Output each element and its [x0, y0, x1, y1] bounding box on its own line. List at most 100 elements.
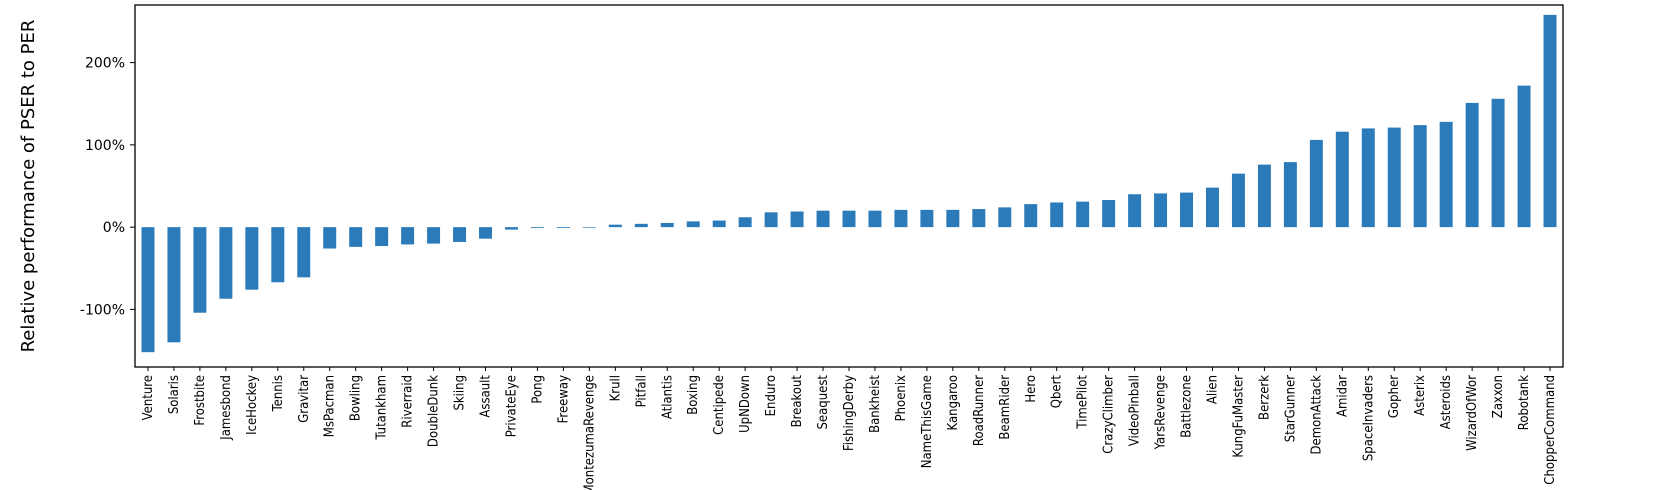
bar-timepilot: [1076, 201, 1090, 228]
bar-demonattack: [1309, 139, 1323, 228]
bar-bankheist: [868, 210, 882, 228]
bar-enduro: [764, 212, 778, 228]
x-tick-label: TimePilot: [1076, 375, 1091, 430]
bar-asteroids: [1439, 121, 1453, 228]
y-axis-title: Relative performance of PSER to PER: [18, 20, 39, 353]
x-tick-label: VideoPinball: [1128, 375, 1143, 446]
x-tick-label: Zaxxon: [1491, 375, 1506, 418]
bar-berzerk: [1257, 164, 1271, 228]
bar-tutankham: [375, 227, 389, 247]
x-tick-label: Venture: [141, 375, 156, 420]
bar-bowling: [349, 227, 363, 247]
x-tick-label: DemonAttack: [1309, 375, 1324, 455]
bar-namethisgame: [920, 209, 934, 228]
x-tick-label: Breakout: [790, 375, 805, 428]
bar-wizardofwor: [1465, 102, 1479, 228]
bar-krull: [608, 224, 622, 228]
x-tick-label: PrivateEye: [504, 375, 519, 437]
x-tick-label: Amidar: [1335, 375, 1350, 417]
x-tick-label: Pitfall: [634, 375, 649, 407]
bar-venture: [141, 227, 155, 353]
x-tick-label: BeamRider: [998, 375, 1013, 440]
x-tick-label: YarsRevenge: [1154, 375, 1169, 450]
bar-choppercommand: [1543, 14, 1557, 228]
x-tick-label: Asterix: [1413, 375, 1428, 416]
bar-atlantis: [660, 223, 674, 228]
y-tick-label: 100%: [85, 138, 125, 154]
x-tick-label: Jamesbond: [219, 375, 234, 441]
x-tick-label: RoadRunner: [972, 375, 987, 446]
bar-freeway: [556, 227, 570, 228]
x-tick-label: Skiing: [453, 375, 468, 411]
x-tick-label: ChopperCommand: [1543, 375, 1558, 485]
bar-pitfall: [634, 223, 648, 228]
y-tick-label: -100%: [80, 302, 125, 318]
bar-pong: [530, 227, 544, 228]
bar-privateeye: [504, 227, 518, 230]
x-tick-label: MontezumaRevenge: [582, 375, 597, 490]
x-tick-label: Solaris: [167, 375, 182, 414]
bar-upndown: [738, 217, 752, 228]
x-tick-label: DoubleDunk: [427, 375, 442, 447]
bar-stargunner: [1283, 162, 1297, 228]
x-tick-label: FishingDerby: [842, 375, 857, 451]
bar-doubledunk: [427, 227, 441, 244]
x-tick-label: Pong: [530, 375, 545, 404]
x-tick-label: Gravitar: [297, 375, 312, 423]
x-tick-label: Bankheist: [868, 375, 883, 433]
x-tick-label: Tennis: [271, 375, 286, 412]
x-tick-label: Centipede: [712, 375, 727, 435]
x-tick-label: CrazyClimber: [1102, 375, 1117, 454]
bar-seaquest: [816, 210, 830, 228]
bar-riverraid: [401, 227, 415, 245]
bar-robotank: [1517, 85, 1531, 228]
x-axis: Venture Solaris Frostbite Jamesbond IceHocke…: [141, 367, 1558, 490]
bar-fishingderby: [842, 210, 856, 228]
bar-gravitar: [297, 227, 311, 278]
x-tick-label: SpaceInvaders: [1361, 375, 1376, 461]
bar-beamrider: [998, 207, 1012, 228]
bar-tennis: [271, 227, 285, 283]
x-tick-label: Asteroids: [1439, 375, 1454, 429]
y-tick-label: 0%: [103, 220, 125, 236]
plot-frame: [134, 4, 1564, 368]
bar-kangaroo: [946, 209, 960, 228]
bars-group: [141, 14, 1557, 353]
x-tick-label: IceHockey: [245, 375, 260, 435]
bar-icehockey: [245, 227, 259, 290]
bar-hero: [1024, 204, 1038, 228]
bar-assault: [479, 227, 492, 239]
bar-boxing: [686, 221, 700, 228]
x-tick-label: StarGunner: [1283, 375, 1298, 442]
x-tick-label: UpNDown: [738, 375, 753, 433]
x-tick-label: Frostbite: [193, 375, 208, 426]
bar-solaris: [167, 227, 181, 343]
x-tick-label: Enduro: [764, 375, 779, 416]
bar-mspacman: [323, 227, 337, 249]
bar-crazyclimber: [1102, 199, 1116, 228]
bar-skiing: [453, 227, 467, 242]
x-tick-label: Riverraid: [401, 375, 416, 428]
x-tick-label: Kangaroo: [946, 375, 961, 430]
bar-gopher: [1387, 127, 1401, 228]
bar-roadrunner: [972, 209, 986, 228]
bar-videopinball: [1128, 194, 1142, 228]
x-tick-label: Alien: [1205, 375, 1220, 404]
bar-breakout: [790, 211, 804, 228]
bar-qbert: [1050, 202, 1064, 228]
x-tick-label: Krull: [608, 375, 623, 401]
bar-battlezone: [1180, 192, 1194, 228]
bar-phoenix: [894, 209, 908, 228]
x-tick-label: Bowling: [349, 375, 364, 421]
x-tick-label: Qbert: [1050, 375, 1065, 409]
x-tick-label: Atlantis: [660, 375, 675, 419]
x-tick-label: Berzerk: [1257, 375, 1272, 420]
x-tick-label: Freeway: [556, 375, 571, 423]
bar-frostbite: [193, 227, 207, 313]
x-tick-label: NameThisGame: [920, 375, 935, 468]
x-tick-label: Seaquest: [816, 375, 831, 430]
bar-alien: [1206, 187, 1219, 228]
x-tick-label: Assault: [479, 375, 494, 418]
bar-montezumarevenge: [582, 227, 596, 228]
x-tick-label: Gopher: [1387, 375, 1402, 418]
